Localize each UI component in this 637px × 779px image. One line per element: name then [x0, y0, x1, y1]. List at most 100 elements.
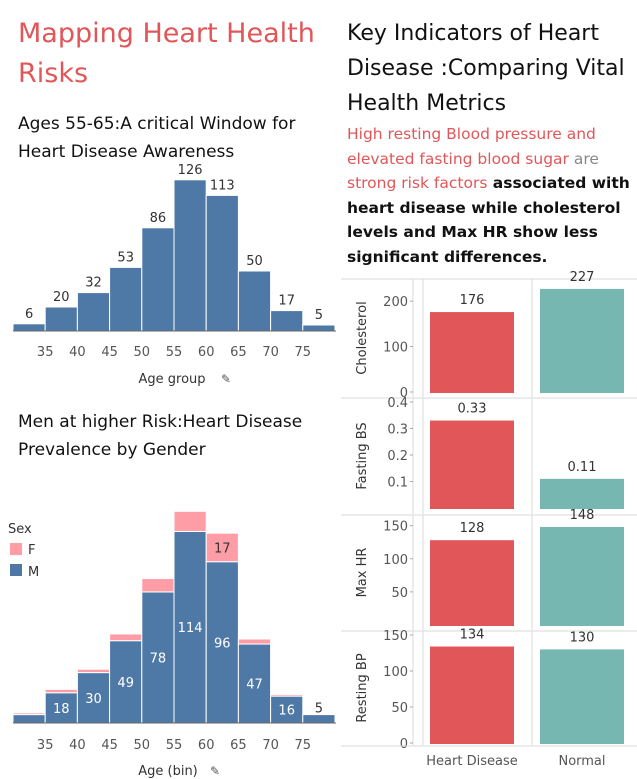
histogram-bar-label: 53 [117, 250, 134, 265]
stacked-bar-male[interactable] [141, 591, 175, 724]
histogram-bar-label: 5 [315, 308, 323, 323]
stacked-bar-male-label: 5 [315, 702, 323, 717]
stacked-bar-female[interactable] [237, 638, 272, 645]
key-text-highlight-1: High resting Blood pressure and elevated… [347, 125, 596, 168]
age-histogram-title: Ages 55-65:A critical Window for Heart D… [18, 114, 296, 162]
panel-metric-label: Max HR [355, 548, 370, 598]
histogram-bar[interactable] [44, 306, 78, 332]
stacked-bar-male[interactable] [44, 692, 78, 724]
key-text-rest: associated with heart disease while chol… [347, 174, 630, 266]
stacked-bar-female[interactable] [76, 668, 111, 674]
histogram-bar[interactable] [76, 292, 111, 332]
indicator-bar[interactable] [540, 288, 624, 393]
legend-swatch-m [10, 564, 22, 576]
stacked-bar-female[interactable] [205, 532, 239, 563]
stacked-bar-female[interactable] [12, 712, 46, 716]
indicator-bar-label: 0.33 [458, 402, 487, 417]
panel-y-tick: 0.1 [387, 476, 408, 491]
stacked-x-tick: 75 [295, 738, 312, 753]
histogram-x-tick: 35 [37, 345, 54, 360]
sex-legend[interactable]: Sex F M [8, 522, 39, 580]
stacked-x-tick: 65 [230, 738, 247, 753]
panel-y-tick: 50 [391, 701, 408, 716]
key-indicators-text: High resting Blood pressure and elevated… [347, 122, 635, 269]
key-text-connector: are [568, 149, 599, 168]
histogram-x-tick: 60 [198, 345, 215, 360]
pin-icon[interactable]: ✎ [221, 372, 231, 386]
indicator-bar-label: 130 [570, 630, 595, 645]
key-indicators-title: Key Indicators of Heart Disease :Compari… [347, 21, 625, 116]
histogram-x-tick: 45 [101, 345, 118, 360]
stacked-bar-female[interactable] [44, 688, 78, 694]
panel-y-tick: 0.3 [387, 423, 408, 438]
stacked-x-tick: 45 [101, 738, 118, 753]
stacked-x-tick: 60 [198, 738, 215, 753]
panel-resting-bp: 0 50 100 150 Resting BP 134 130 [341, 628, 637, 752]
stacked-bar-male-label: 78 [150, 651, 167, 666]
stacked-bar-male-label: 96 [214, 636, 231, 651]
histogram-bar[interactable] [270, 310, 304, 332]
stacked-bar-male[interactable] [12, 714, 46, 724]
histogram-bar[interactable] [237, 270, 272, 332]
histogram-bar[interactable] [205, 194, 239, 332]
legend-label-m: M [28, 565, 39, 580]
panel-y-tick: 150 [383, 520, 408, 535]
panel-y-tick: 100 [383, 341, 408, 356]
histogram-x-tick: 55 [166, 345, 183, 360]
histogram-bar-label: 17 [278, 294, 295, 309]
indicator-bar[interactable] [430, 540, 514, 626]
legend-swatch-f [10, 543, 22, 555]
key-indicators-chart: 0 100 200 Cholesterol 176 227 0.1 0.2 0.3 0.4 Fast… [341, 270, 637, 769]
indicator-bar[interactable] [540, 526, 624, 626]
panel-metric-label: Fasting BS [355, 422, 370, 489]
histogram-bar-label: 50 [246, 254, 263, 269]
indicator-bar[interactable] [430, 646, 514, 744]
histogram-x-tick: 50 [134, 345, 151, 360]
panel-y-tick: 50 [391, 586, 408, 601]
indicator-bar-label: 134 [460, 628, 485, 643]
legend-title: Sex [8, 522, 32, 537]
panel-y-tick: 0.4 [387, 396, 408, 411]
indicator-bar[interactable] [430, 312, 514, 393]
panel-max-hr: 50 100 150 Max HR 128 148 [341, 508, 637, 630]
panel-y-tick: 100 [383, 553, 408, 568]
stacked-x-tick: 35 [37, 738, 54, 753]
stacked-bar-male[interactable] [205, 561, 239, 724]
stacked-bar-male-label: 16 [278, 704, 295, 719]
stacked-x-tick: 55 [166, 738, 183, 753]
indicator-bar-label: 176 [460, 293, 485, 308]
stacked-bar-male-label: 30 [85, 692, 102, 707]
histogram-x-tick: 65 [230, 345, 247, 360]
indicator-bar[interactable] [430, 420, 514, 509]
indicator-bar[interactable] [540, 478, 624, 509]
pin-icon[interactable]: ✎ [210, 764, 220, 778]
stacked-bar-female-label: 17 [214, 541, 231, 556]
histogram-bar[interactable] [302, 324, 336, 332]
category-label: Heart Disease [426, 754, 517, 769]
histogram-bar-label: 126 [178, 163, 203, 178]
stacked-bar-female[interactable] [109, 633, 143, 642]
stacked-x-tick: 70 [262, 738, 279, 753]
key-text-highlight-2: strong risk factors [347, 174, 488, 192]
stacked-x-tick: 40 [69, 738, 86, 753]
histogram-bar[interactable] [141, 227, 175, 332]
gender-chart-title: Men at higher Risk:Heart Disease Prevale… [18, 412, 303, 460]
stacked-bar-male-label: 49 [117, 676, 134, 691]
histogram-bar[interactable] [173, 179, 207, 332]
indicator-bar[interactable] [540, 649, 624, 744]
stacked-bar-female[interactable] [173, 510, 207, 532]
stacked-bar-female[interactable] [270, 693, 304, 697]
stacked-x-tick: 50 [134, 738, 151, 753]
legend-label-f: F [28, 543, 35, 558]
panel-y-tick: 150 [383, 629, 408, 644]
histogram-bar[interactable] [109, 266, 143, 332]
histogram-bar[interactable] [12, 323, 46, 332]
stacked-bar-male[interactable] [109, 640, 143, 724]
histogram-bar-label: 6 [25, 307, 33, 322]
panel-y-tick: 200 [383, 295, 408, 310]
stacked-bar-female[interactable] [141, 578, 175, 593]
stacked-bar-male-label: 47 [246, 678, 263, 693]
